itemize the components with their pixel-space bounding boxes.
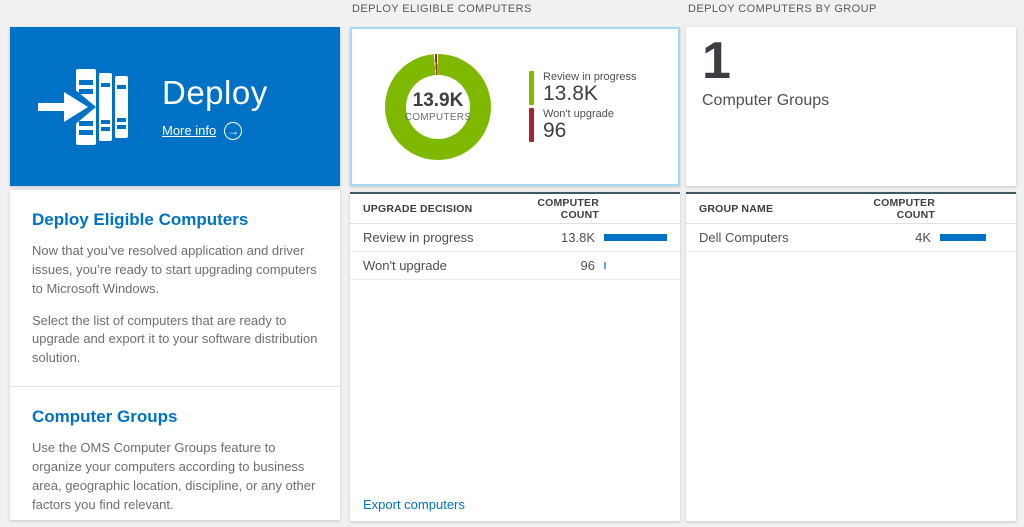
deploy-title: Deploy <box>162 73 268 111</box>
row-label: Review in progress <box>363 230 474 245</box>
section-title: Computer Groups <box>32 407 178 427</box>
group-count-value: 1 <box>702 32 731 90</box>
legend-label: Review in progress <box>543 70 637 83</box>
table-row[interactable]: Review in progress 13.8K <box>350 224 680 252</box>
export-computers-link[interactable]: Export computers <box>363 497 465 512</box>
legend-value: 96 <box>543 119 567 142</box>
row-count: 96 <box>580 258 595 273</box>
legend-swatch-green <box>529 70 534 105</box>
row-count: 4K <box>915 230 931 245</box>
row-label: Dell Computers <box>699 230 789 245</box>
row-bar <box>604 262 667 269</box>
group-count-label: Computer Groups <box>702 92 830 110</box>
computer-groups-count-tile[interactable]: 1 Computer Groups <box>686 27 1016 186</box>
donut-legend: Review in progress 13.8K Won't upgrade 9… <box>529 70 637 143</box>
more-info-arrow-icon[interactable]: → <box>224 121 243 140</box>
row-bar <box>604 234 667 241</box>
deploy-info-card: Deploy Eligible Computers Now that you’v… <box>10 190 340 520</box>
section-paragraph: Now that you’ve resolved application and… <box>32 243 317 296</box>
more-info-link[interactable]: More info <box>162 123 217 138</box>
deploy-books-icon <box>38 68 128 145</box>
legend-swatch-red <box>529 108 534 143</box>
donut-center-value: 13.9K <box>412 90 464 111</box>
column-header: COMPUTER COUNT <box>873 196 935 221</box>
column-header: GROUP NAME <box>699 202 774 215</box>
legend-label: Won't upgrade <box>543 108 615 120</box>
table-header-row: GROUP NAME COMPUTER COUNT <box>686 194 1016 224</box>
computers-by-group-header: DEPLOY COMPUTERS BY GROUP <box>688 3 877 15</box>
table-header-row: UPGRADE DECISION COMPUTER COUNT <box>350 194 680 224</box>
section-paragraph: Use the OMS Computer Groups feature to o… <box>32 440 316 512</box>
eligible-computers-section: Deploy Eligible Computers Now that you’v… <box>10 190 340 388</box>
row-bar <box>940 234 1003 241</box>
eligible-computers-donut-tile[interactable]: 13.9K COMPUTERS Review in progress 13.8K… <box>350 27 680 186</box>
legend-item: Won't upgrade 96 <box>529 108 637 143</box>
eligible-computers-header: DEPLOY ELIGIBLE COMPUTERS <box>352 3 532 15</box>
legend-item: Review in progress 13.8K <box>529 70 637 105</box>
computer-groups-section: Computer Groups Use the OMS Computer Gro… <box>10 387 340 527</box>
row-count: 13.8K <box>561 230 595 245</box>
legend-value: 13.8K <box>543 81 598 105</box>
row-label: Won't upgrade <box>363 258 447 273</box>
table-row[interactable]: Won't upgrade 96 <box>350 252 680 280</box>
deploy-tile[interactable]: Deploy More info → <box>10 27 340 186</box>
donut-center-label: COMPUTERS <box>404 112 472 123</box>
group-name-table: GROUP NAME COMPUTER COUNT Dell Computers… <box>686 192 1016 521</box>
upgrade-decision-table: UPGRADE DECISION COMPUTER COUNT Review i… <box>350 192 680 521</box>
column-header: UPGRADE DECISION <box>363 202 473 215</box>
column-header: COMPUTER COUNT <box>537 196 599 221</box>
table-row[interactable]: Dell Computers 4K <box>686 224 1016 252</box>
section-title: Deploy Eligible Computers <box>32 210 249 229</box>
section-paragraph: Select the list of computers that are re… <box>32 312 318 366</box>
